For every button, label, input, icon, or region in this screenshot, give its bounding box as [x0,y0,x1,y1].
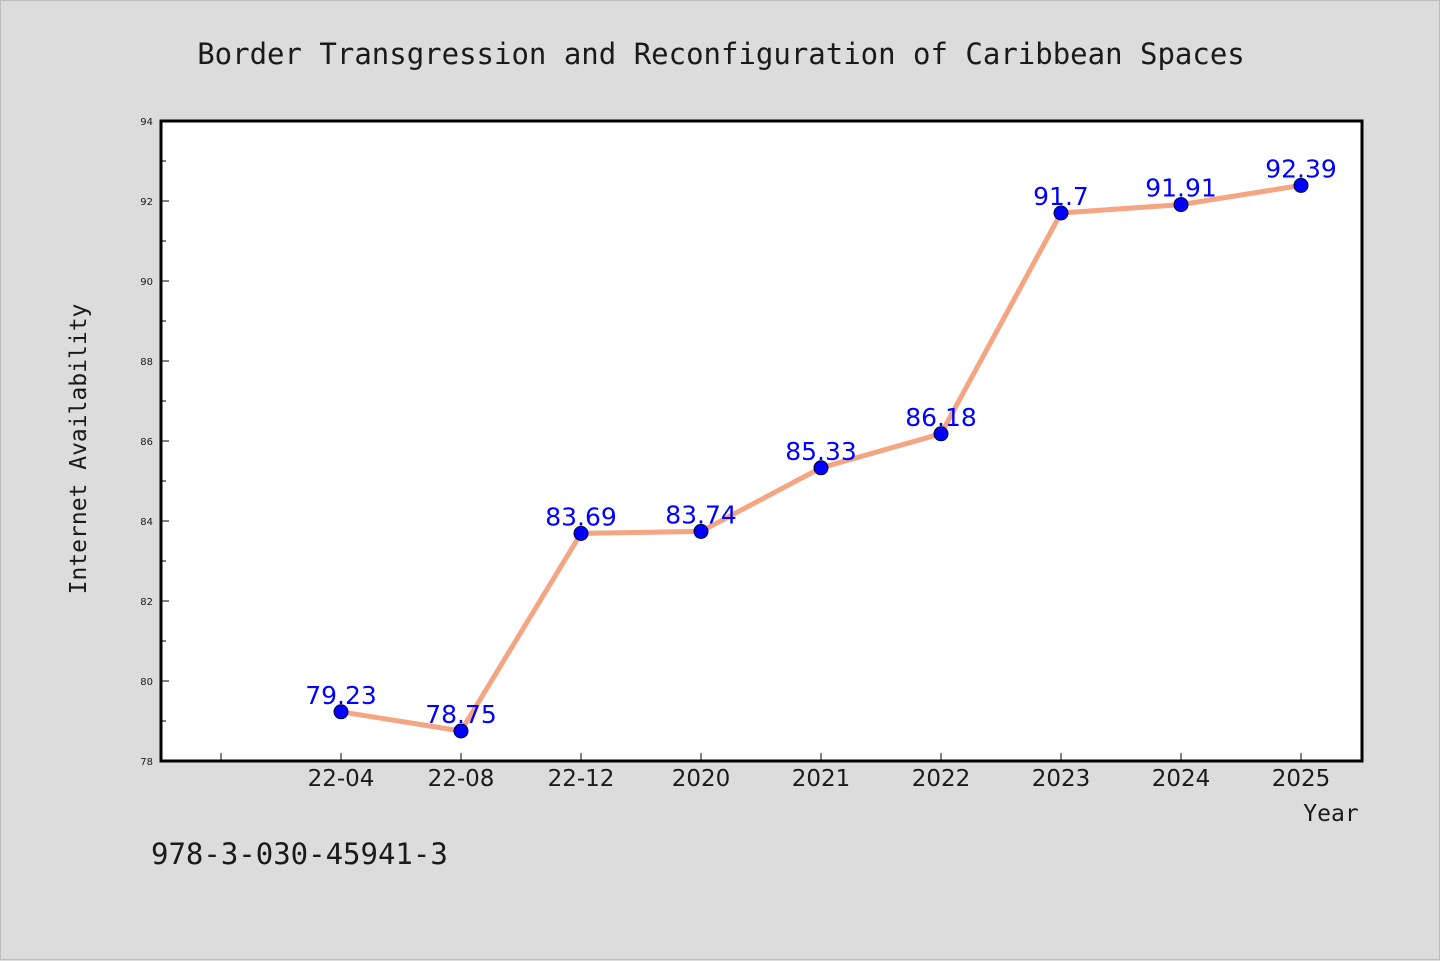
y-tick-label: 80 [140,677,153,688]
y-tick-label: 88 [140,357,153,368]
plot-area [161,121,1362,761]
data-label: 91.7 [1033,182,1089,211]
isbn-text: 978-3-030-45941-3 [151,837,448,871]
data-point [933,426,949,442]
x-tick-label: 22-08 [428,766,495,792]
y-tick-label: 86 [140,437,153,448]
data-point [1053,205,1069,221]
x-tick-label: 2021 [792,766,851,792]
plot-frame [159,119,1364,763]
data-point [1173,197,1189,213]
y-axis-label: Internet Availability [66,304,92,595]
data-label: 83.74 [665,500,737,529]
data-label: 86.18 [905,403,977,432]
data-label: 91.91 [1145,174,1217,203]
x-tick-label: 2025 [1272,766,1331,792]
data-labels: 79.23 78.75 83.69 83.74 85.33 86.18 91.7 91.91 9… [305,154,1337,729]
data-point [573,525,589,541]
x-tick-label: 2022 [912,766,971,792]
x-axis-label: Year [1303,801,1358,827]
y-tick-label: 90 [140,277,153,288]
data-point [1293,177,1309,193]
x-tick-label: 22-12 [548,766,615,792]
y-tick-label: 84 [140,517,153,528]
y-tick-label: 82 [140,597,153,608]
x-tick-label: 2024 [1152,766,1211,792]
data-point [333,704,349,720]
x-axis: 22-04 22-08 22-12 2020 2021 2022 2023 2024 2025 [220,753,1331,792]
data-label: 85.33 [785,437,857,466]
data-points [333,177,1309,739]
x-tick-label: 2023 [1032,766,1091,792]
y-tick-label: 94 [140,117,153,128]
y-tick-label: 78 [140,757,153,768]
data-label: 83.69 [545,502,617,531]
data-point [693,523,709,539]
x-tick-label: 2020 [672,766,731,792]
data-label: 92.39 [1265,154,1337,183]
y-tick-label: 92 [140,197,153,208]
data-label: 79.23 [305,681,377,710]
y-axis: 78 80 82 84 86 88 90 92 94 [140,117,169,768]
chart-title: Border Transgression and Reconfiguration… [197,37,1245,71]
data-label: 78.75 [425,700,497,729]
data-point [453,723,469,739]
x-tick-label: 22-04 [308,766,375,792]
data-point [813,460,829,476]
